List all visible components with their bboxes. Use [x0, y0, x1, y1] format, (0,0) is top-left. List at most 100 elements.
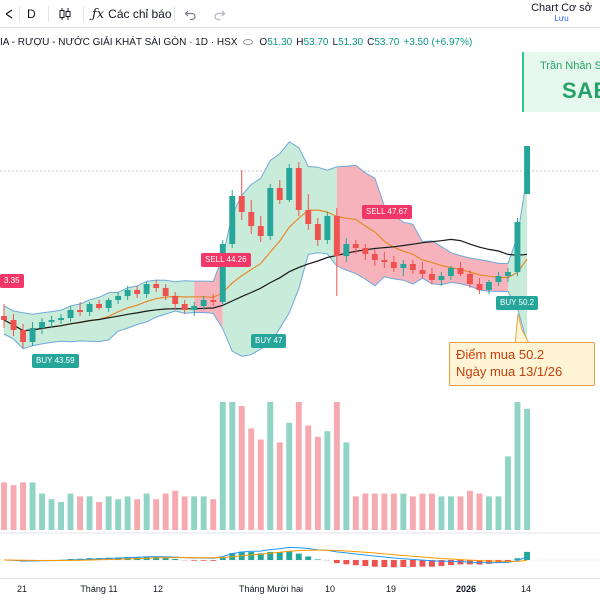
symbol-title[interactable]: IA - RƯỢU - NƯỚC GIẢI KHÁT SÀI GÒN · 1D …	[0, 36, 238, 48]
volume-bar	[352, 496, 359, 530]
buy-tag-2: BUY 47	[251, 334, 287, 348]
candle-body	[153, 284, 160, 288]
volume-bar	[77, 496, 83, 530]
volume-bars-group	[1, 402, 530, 530]
sell-tag-3: SELL 47.67	[362, 205, 412, 219]
volume-bar	[115, 499, 122, 530]
undo-icon[interactable]	[184, 0, 197, 28]
volume-bar	[495, 496, 502, 530]
candle-body	[495, 276, 502, 282]
candle-body	[505, 272, 511, 276]
volume-bar	[29, 482, 36, 530]
volume-bar	[181, 496, 188, 530]
candle-body	[295, 168, 302, 210]
macd-hist-bar	[371, 560, 378, 567]
macd-hist-bar	[352, 560, 359, 566]
price-chart[interactable]	[0, 0, 600, 578]
macd-hist-bar	[191, 560, 198, 561]
bollinger-fill-down-2	[336, 165, 508, 292]
volume-bar	[448, 496, 454, 530]
volume-bar	[486, 496, 492, 530]
macd-hist-bar	[267, 551, 274, 560]
sell-tag-2: SELL 44.26	[201, 253, 251, 267]
candle-body	[124, 290, 131, 296]
candle-body	[486, 282, 492, 290]
author-watermark-box: Trần Nhân S SAB	[522, 52, 600, 112]
redo-icon[interactable]	[213, 0, 226, 28]
candle-body	[267, 188, 274, 236]
close-label: C	[367, 36, 375, 48]
macd-hist-bar	[295, 553, 302, 560]
volume-bar	[39, 493, 45, 530]
volume-bar	[295, 402, 302, 530]
candle-body	[429, 274, 435, 280]
candle-body	[162, 288, 169, 296]
candle-body	[20, 330, 26, 342]
volume-bar	[324, 431, 331, 530]
time-axis[interactable]: 21 Tháng 11 12 Tháng Mười hai 10 19 2026 14	[0, 578, 600, 600]
macd-hist-bar	[381, 560, 388, 567]
change-value: +3.50 (+6.97%)	[403, 36, 473, 48]
sell-tag-1: 3.35	[0, 274, 24, 288]
candle-body	[96, 304, 102, 308]
volume-bar	[143, 493, 150, 530]
volume-bar	[419, 493, 426, 530]
candles-icon[interactable]	[58, 0, 72, 28]
indicators-label: Các chỉ báo	[108, 7, 172, 21]
time-axis-label: 21	[16, 584, 28, 594]
macd-hist-bar	[390, 560, 397, 568]
volume-bar	[172, 490, 179, 530]
candle-body	[305, 210, 312, 224]
volume-bar	[505, 456, 511, 530]
open-value: 51.30	[267, 36, 293, 48]
macd-hist-bar	[276, 552, 283, 560]
candle-body	[514, 222, 521, 272]
save-layout-button[interactable]: Chart Cơ sở Lưu	[531, 2, 592, 23]
macd-hist-bar	[438, 560, 445, 567]
candle-body	[400, 264, 407, 268]
macd-hist-bar	[505, 560, 511, 562]
volume-bar	[219, 402, 226, 530]
buy-tag-3: BUY 50.2	[496, 296, 539, 310]
candle-body	[352, 244, 359, 248]
candle-body	[181, 304, 188, 310]
volume-bar	[438, 496, 445, 530]
candle-body	[219, 244, 226, 302]
macd-hist-bar	[286, 551, 293, 560]
candle-body	[39, 322, 45, 328]
volume-bar	[200, 496, 207, 530]
volume-bar	[276, 442, 283, 530]
candle-body	[134, 290, 141, 294]
menu-icon[interactable]	[4, 0, 16, 28]
volume-bar	[314, 436, 321, 530]
macd-signal-line	[3, 549, 528, 563]
candle-body	[381, 260, 388, 262]
interval-button[interactable]: D	[27, 7, 36, 21]
symbol-legend: IA - RƯỢU - NƯỚC GIẢI KHÁT SÀI GÒN · 1D …	[0, 33, 600, 51]
volume-bar	[229, 402, 236, 530]
volume-bar	[457, 496, 464, 530]
open-label: O	[259, 36, 268, 48]
indicators-button[interactable]: ƒx Các chỉ báo	[92, 0, 172, 28]
candle-body	[191, 306, 198, 310]
save-label: Lưu	[554, 13, 569, 23]
candle-body	[276, 188, 283, 200]
macd-hist-bar	[419, 560, 426, 567]
eye-icon[interactable]	[243, 39, 254, 45]
candle-body	[86, 304, 93, 312]
volume-bar	[409, 496, 416, 530]
volume-bar	[191, 496, 198, 530]
candle-body	[419, 270, 426, 274]
time-axis-label: 14	[520, 584, 532, 594]
time-axis-label: 10	[324, 584, 336, 594]
candle-body	[238, 196, 245, 212]
candle-body	[524, 146, 530, 194]
candle-body	[333, 216, 340, 256]
macd-hist-bar	[400, 560, 407, 567]
volume-bar	[267, 402, 274, 530]
note-line-1: Điểm mua 50.2	[456, 347, 545, 362]
time-axis-label: 19	[385, 584, 397, 594]
macd-hist-bar	[162, 557, 169, 560]
volume-bar	[467, 490, 473, 530]
volume-bar	[257, 439, 264, 530]
